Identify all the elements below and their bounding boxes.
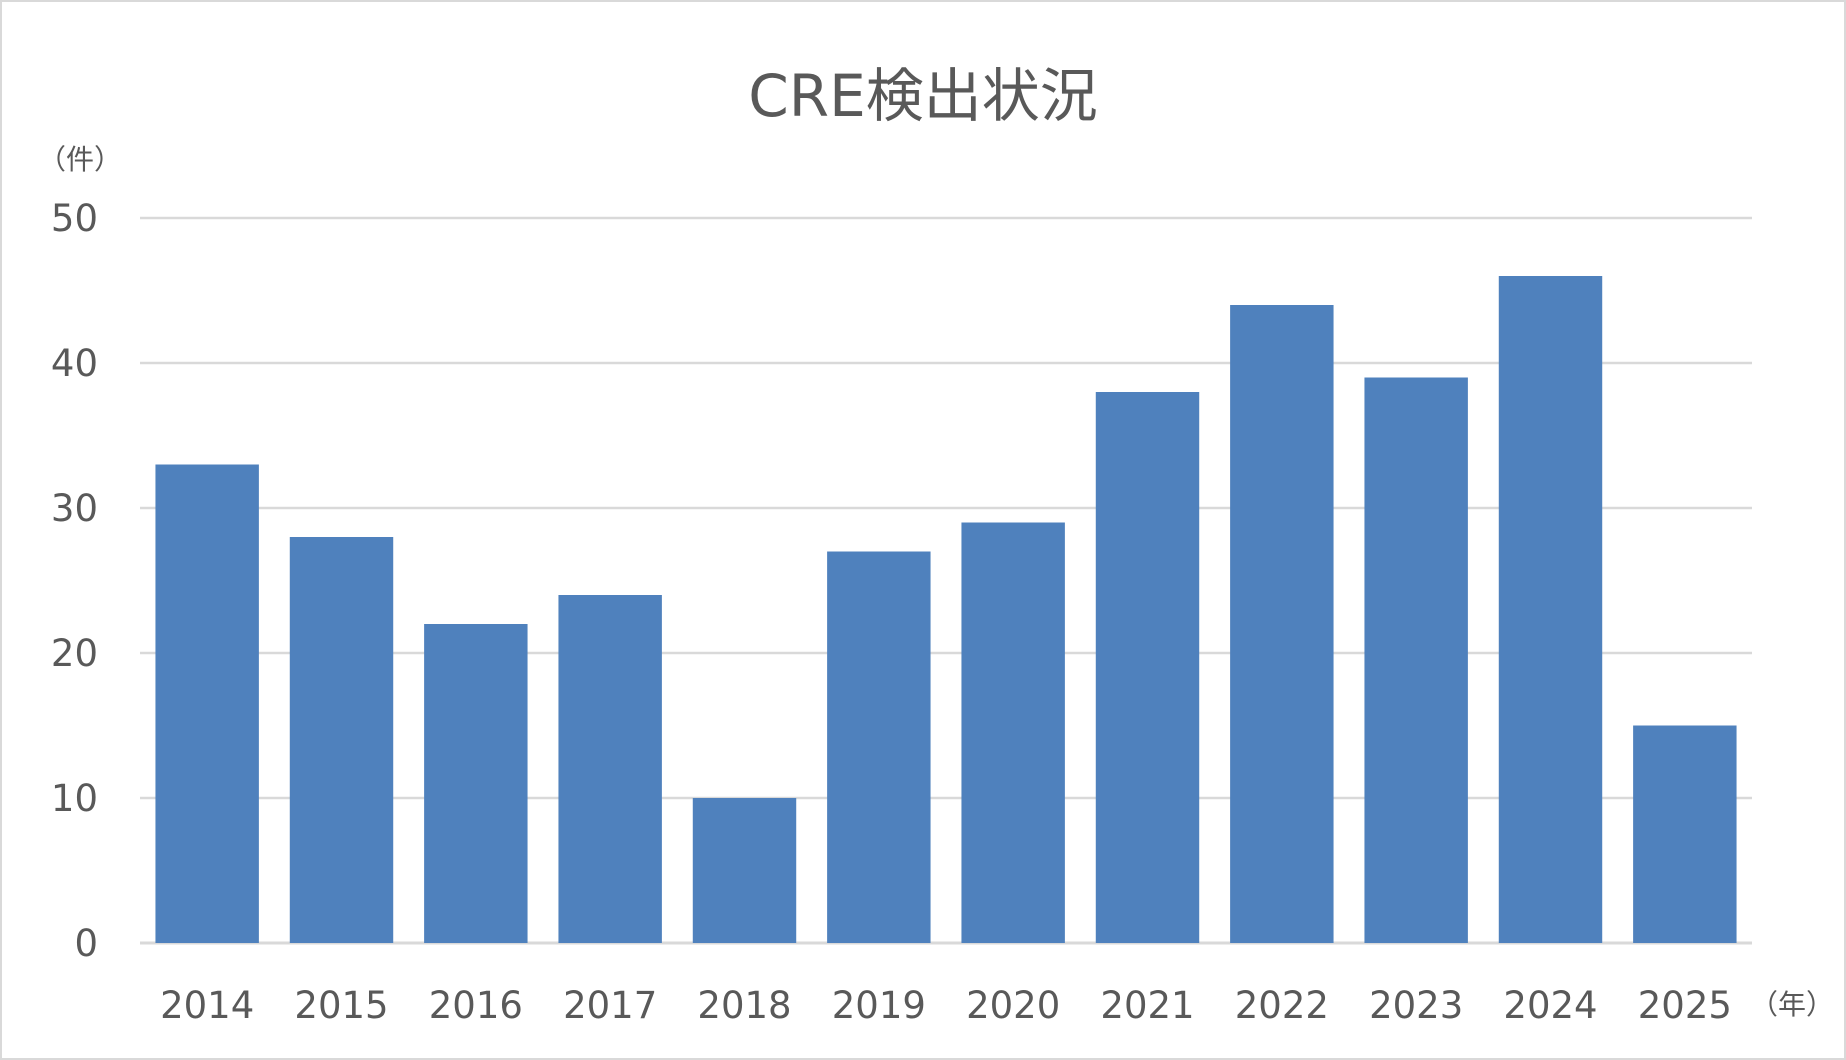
x-tick-label: 2022: [1235, 984, 1329, 1027]
x-tick-label: 2024: [1503, 984, 1597, 1027]
x-tick-label: 2021: [1100, 984, 1194, 1027]
y-tick-label: 40: [51, 342, 98, 385]
bars: [155, 276, 1737, 943]
y-tick-label: 0: [74, 922, 98, 965]
bar-2017: [558, 595, 662, 943]
x-tick-label: 2015: [294, 984, 388, 1027]
bar-2015: [289, 537, 394, 943]
bar-2014: [155, 464, 259, 943]
x-tick-label: 2017: [563, 984, 657, 1027]
bar-2023: [1364, 377, 1468, 943]
x-tick-label: 2019: [832, 984, 926, 1027]
bar-2016: [424, 624, 528, 943]
x-axis-ticks: 2014 2015 2016 2017 2018 2019 2020 2021 2022 2023…: [160, 984, 1732, 1027]
bar-2025: [1633, 725, 1737, 943]
x-axis-unit-label: （年）: [1750, 988, 1834, 1021]
x-tick-label: 2016: [429, 984, 523, 1027]
y-tick-label: 10: [51, 777, 98, 820]
y-axis-ticks: 0 10 20 30 40 50: [51, 197, 98, 965]
bar-2018: [692, 798, 797, 943]
x-tick-label: 2020: [966, 984, 1060, 1027]
x-tick-label: 2025: [1638, 984, 1732, 1027]
bar-2020: [961, 522, 1065, 943]
bar-2019: [827, 551, 931, 943]
y-tick-label: 50: [51, 197, 98, 240]
chart-title: CRE検出状況: [748, 62, 1097, 130]
gridlines: [140, 216, 1752, 945]
x-tick-label: 2018: [697, 984, 791, 1027]
y-axis-unit-label: （件）: [38, 143, 122, 176]
y-tick-label: 30: [51, 487, 98, 530]
x-tick-label: 2014: [160, 984, 254, 1027]
bar-2022: [1230, 305, 1334, 943]
bar-2021: [1095, 392, 1200, 943]
y-tick-label: 20: [51, 632, 98, 675]
bar-2024: [1498, 276, 1603, 943]
x-tick-label: 2023: [1369, 984, 1463, 1027]
